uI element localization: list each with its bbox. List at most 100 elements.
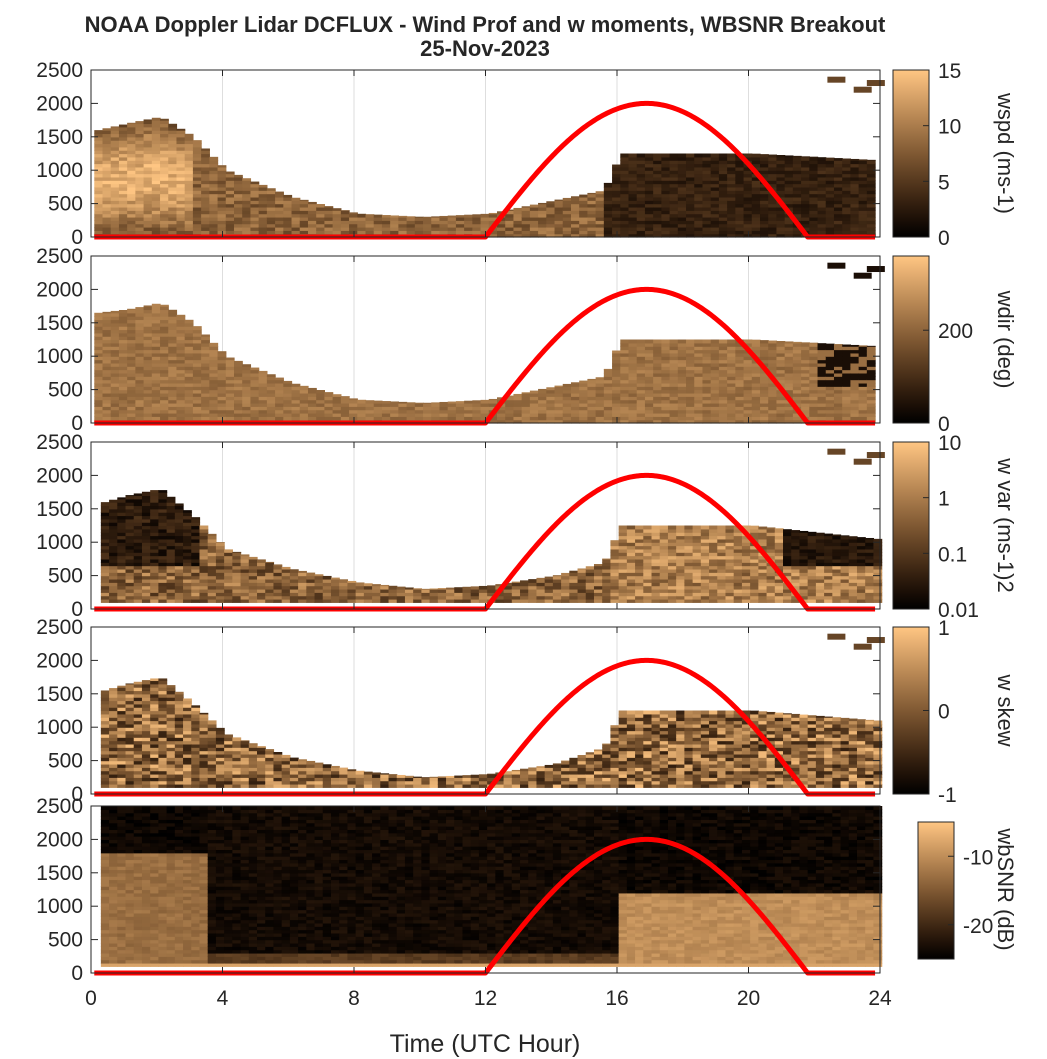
- heatmap-cell: [595, 377, 605, 381]
- heatmap-cell: [562, 200, 572, 205]
- heatmap-cell: [118, 203, 128, 208]
- heatmap-cell: [217, 230, 227, 235]
- heatmap-cell: [217, 389, 227, 394]
- heatmap-cell: [546, 392, 556, 397]
- heatmap-cell: [579, 392, 589, 397]
- heatmap-cell: [644, 176, 654, 181]
- heatmap-cell: [100, 568, 110, 573]
- heatmap-cell: [298, 582, 307, 587]
- heatmap-cell: [784, 346, 794, 351]
- heatmap-cell: [825, 386, 835, 391]
- heatmap-cell: [447, 409, 457, 414]
- heatmap-cell: [151, 322, 161, 327]
- heatmap-cell: [192, 382, 202, 387]
- heatmap-cell: [150, 508, 159, 513]
- heatmap-cell: [735, 349, 745, 354]
- heatmap-cell: [751, 412, 761, 417]
- heatmap-cell: [224, 582, 233, 587]
- heatmap-cell: [150, 582, 159, 587]
- heatmap-cell: [743, 379, 753, 384]
- heatmap-cell: [717, 532, 727, 537]
- heatmap-cell: [751, 196, 761, 201]
- heatmap-cell: [340, 223, 350, 228]
- heatmap-cell: [455, 402, 465, 407]
- heatmap-cell: [587, 220, 597, 225]
- heatmap-cell: [694, 220, 704, 225]
- heatmap-cell: [421, 588, 431, 593]
- heatmap-cell: [324, 223, 334, 228]
- heatmap-cell: [833, 203, 843, 208]
- heatmap-cell: [497, 220, 506, 225]
- heatmap-cell: [150, 595, 159, 600]
- heatmap-cell: [743, 196, 753, 201]
- heatmap-cell: [858, 200, 868, 205]
- heatmap-cell: [743, 376, 753, 381]
- heatmap-cell: [620, 160, 630, 165]
- heatmap-cell: [717, 558, 727, 563]
- heatmap-cell: [694, 342, 704, 347]
- heatmap-cell: [127, 190, 136, 195]
- heatmap-cell: [110, 126, 120, 131]
- heatmap-cell: [143, 146, 153, 151]
- heatmap-cell: [636, 392, 646, 397]
- heatmap-cell: [825, 362, 835, 367]
- heatmap-cell: [176, 409, 186, 414]
- heatmap-cell: [858, 160, 868, 165]
- heatmap-cell: [316, 213, 326, 218]
- heatmap-cell: [760, 392, 769, 397]
- heatmap-cell: [201, 226, 210, 231]
- heatmap-cell: [209, 342, 219, 347]
- heatmap-cell: [265, 575, 275, 580]
- heatmap-cell: [686, 170, 695, 175]
- heatmap-cell: [135, 186, 145, 191]
- heatmap-cell: [406, 406, 416, 411]
- heatmap-cell: [809, 396, 819, 401]
- heatmap-cell: [676, 562, 685, 567]
- heatmap-cell: [135, 143, 145, 148]
- heatmap-cell: [677, 176, 687, 181]
- heatmap-cell: [694, 349, 704, 354]
- heatmap-cell: [694, 402, 704, 407]
- heatmap-cell: [809, 416, 819, 421]
- heatmap-cell: [110, 322, 120, 327]
- heatmap-cell: [661, 372, 671, 377]
- heatmap-cell: [554, 210, 564, 215]
- heatmap-cell: [684, 552, 694, 557]
- heatmap-cell: [110, 376, 120, 381]
- heatmap-cell: [505, 419, 515, 424]
- heatmap-cell: [127, 376, 136, 381]
- heatmap-cell: [160, 389, 169, 394]
- heatmap-cell: [751, 153, 761, 158]
- heatmap-cell: [503, 592, 513, 597]
- sun-elevation-curve: [94, 286, 876, 426]
- heatmap-cell: [546, 203, 556, 208]
- heatmap-cell: [232, 562, 242, 567]
- heatmap-cell: [628, 193, 638, 198]
- heatmap-cell: [117, 497, 127, 500]
- heatmap-cell: [151, 153, 161, 158]
- heatmap-cell: [850, 196, 860, 201]
- heatmap-cell: [587, 406, 597, 411]
- heatmap-cell: [825, 412, 835, 417]
- heatmap-cell: [710, 153, 720, 158]
- heatmap-cell: [192, 406, 202, 411]
- heatmap-cell: [135, 121, 145, 125]
- heatmap-cell: [168, 312, 178, 317]
- heatmap-cell: [176, 379, 186, 384]
- heatmap-cell: [694, 216, 704, 221]
- heatmap-cell: [570, 206, 580, 211]
- heatmap-cell: [570, 382, 580, 387]
- heatmap-cell: [232, 555, 242, 560]
- heatmap-cell: [462, 595, 472, 600]
- heatmap-cell: [768, 200, 778, 205]
- heatmap-cell: [669, 359, 679, 364]
- heatmap-cell: [209, 369, 219, 374]
- heatmap-cell: [117, 528, 127, 533]
- heatmap-cell: [562, 213, 572, 218]
- heatmap-cell: [546, 409, 556, 414]
- heatmap-cell: [135, 216, 145, 221]
- heatmap-cell: [151, 130, 161, 135]
- heatmap-cell: [110, 130, 120, 135]
- heatmap-cell: [275, 406, 284, 411]
- heatmap-cell: [784, 341, 794, 344]
